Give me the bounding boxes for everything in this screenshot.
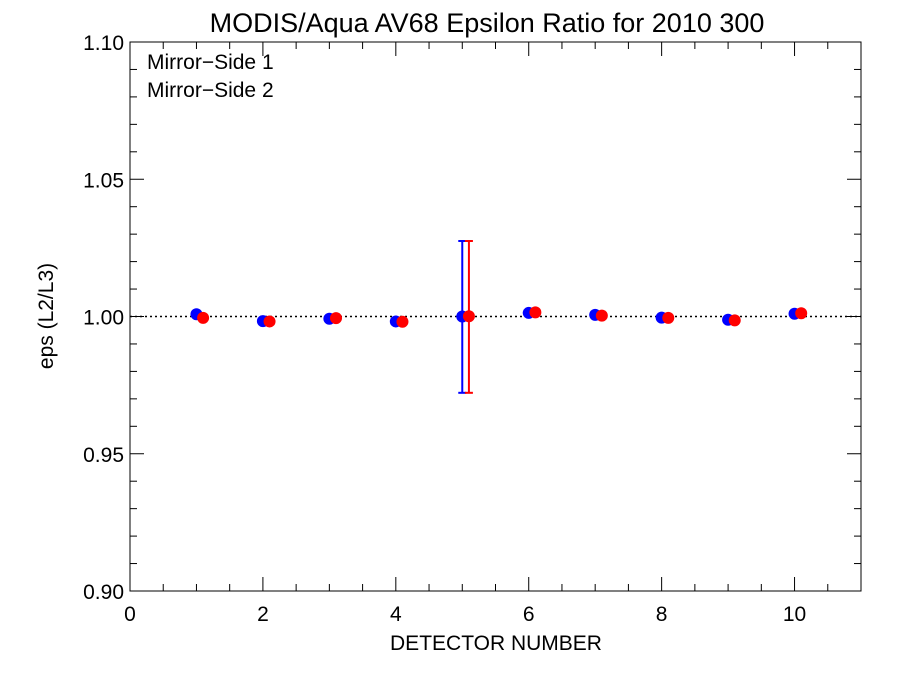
x-tick-label: 6: [523, 603, 535, 626]
x-tick-label: 2: [257, 603, 269, 626]
x-tick-label: 10: [783, 603, 806, 626]
legend-mirror-side-1: Mirror−Side 1: [147, 51, 274, 74]
chart-title: MODIS/Aqua AV68 Epsilon Ratio for 2010 3…: [210, 8, 765, 38]
point-series-2: [662, 311, 675, 324]
point-series-2: [330, 312, 343, 325]
axis-tick-labels: 0 2 4 6 8 10 0.90 0.95 1.00 1.05 1.10: [83, 32, 806, 626]
point-series-2: [462, 310, 475, 323]
y-tick-label: 0.90: [83, 581, 124, 604]
point-series-2: [795, 307, 808, 320]
x-tick-label: 4: [390, 603, 402, 626]
x-axis-label: DETECTOR NUMBER: [390, 632, 602, 655]
x-tick-label: 8: [656, 603, 668, 626]
point-series-2: [728, 314, 741, 327]
x-tick-label: 0: [124, 603, 136, 626]
point-series-2: [529, 306, 542, 319]
y-tick-label: 1.00: [83, 307, 124, 330]
point-series-2: [595, 309, 608, 322]
point-series-2: [197, 311, 210, 324]
y-tick-label: 1.10: [83, 32, 124, 55]
point-series-2: [263, 315, 276, 328]
y-axis-label: eps (L2/L3): [35, 263, 58, 369]
point-series-2: [396, 315, 409, 328]
y-tick-label: 1.05: [83, 169, 124, 192]
axis-ticks: [129, 41, 862, 592]
data-points: [190, 306, 808, 328]
legend-mirror-side-2: Mirror−Side 2: [147, 79, 274, 102]
y-tick-label: 0.95: [83, 444, 124, 467]
